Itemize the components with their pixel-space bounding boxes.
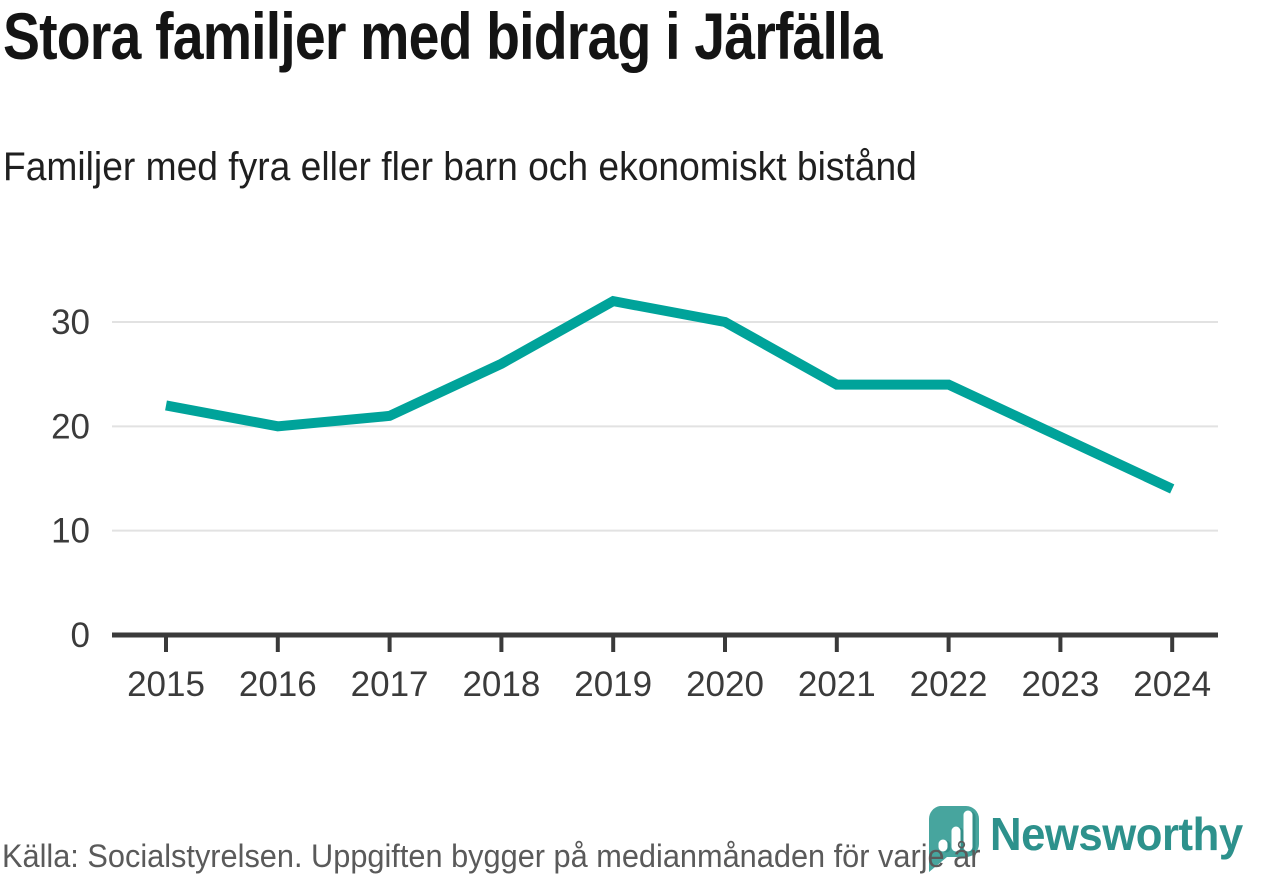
newsworthy-logo-text: Newsworthy xyxy=(990,808,1243,860)
newsworthy-logo: Newsworthy xyxy=(926,805,1256,873)
source-note: Källa: Socialstyrelsen. Uppgiften bygger… xyxy=(2,838,981,874)
data-line xyxy=(165,295,1175,494)
chart-subtitle: Familjer med fyra eller fler barn och ek… xyxy=(3,145,917,189)
x-axis-tick-label: 2016 xyxy=(239,665,317,704)
chart-title: Stora familjer med bidrag i Järfälla xyxy=(3,0,883,73)
y-axis-tick-label: 10 xyxy=(51,512,90,551)
x-axis-tick-label: 2023 xyxy=(1021,665,1099,704)
y-axis-tick-label: 20 xyxy=(51,407,90,446)
newsworthy-logo-icon xyxy=(929,806,980,872)
x-axis-tick-label: 2022 xyxy=(910,665,988,704)
x-axis-tick-label: 2018 xyxy=(462,665,540,704)
x-axis-tick-label: 2021 xyxy=(798,665,876,704)
x-axis-tick-label: 2019 xyxy=(574,665,652,704)
y-axis-tick-label: 0 xyxy=(71,616,90,655)
y-axis-tick-label: 30 xyxy=(51,303,90,342)
x-axis-tick-label: 2015 xyxy=(127,665,205,704)
x-axis-tick-label: 2017 xyxy=(351,665,429,704)
x-axis-tick-label: 2024 xyxy=(1133,665,1211,704)
x-axis-tick-label: 2020 xyxy=(686,665,764,704)
